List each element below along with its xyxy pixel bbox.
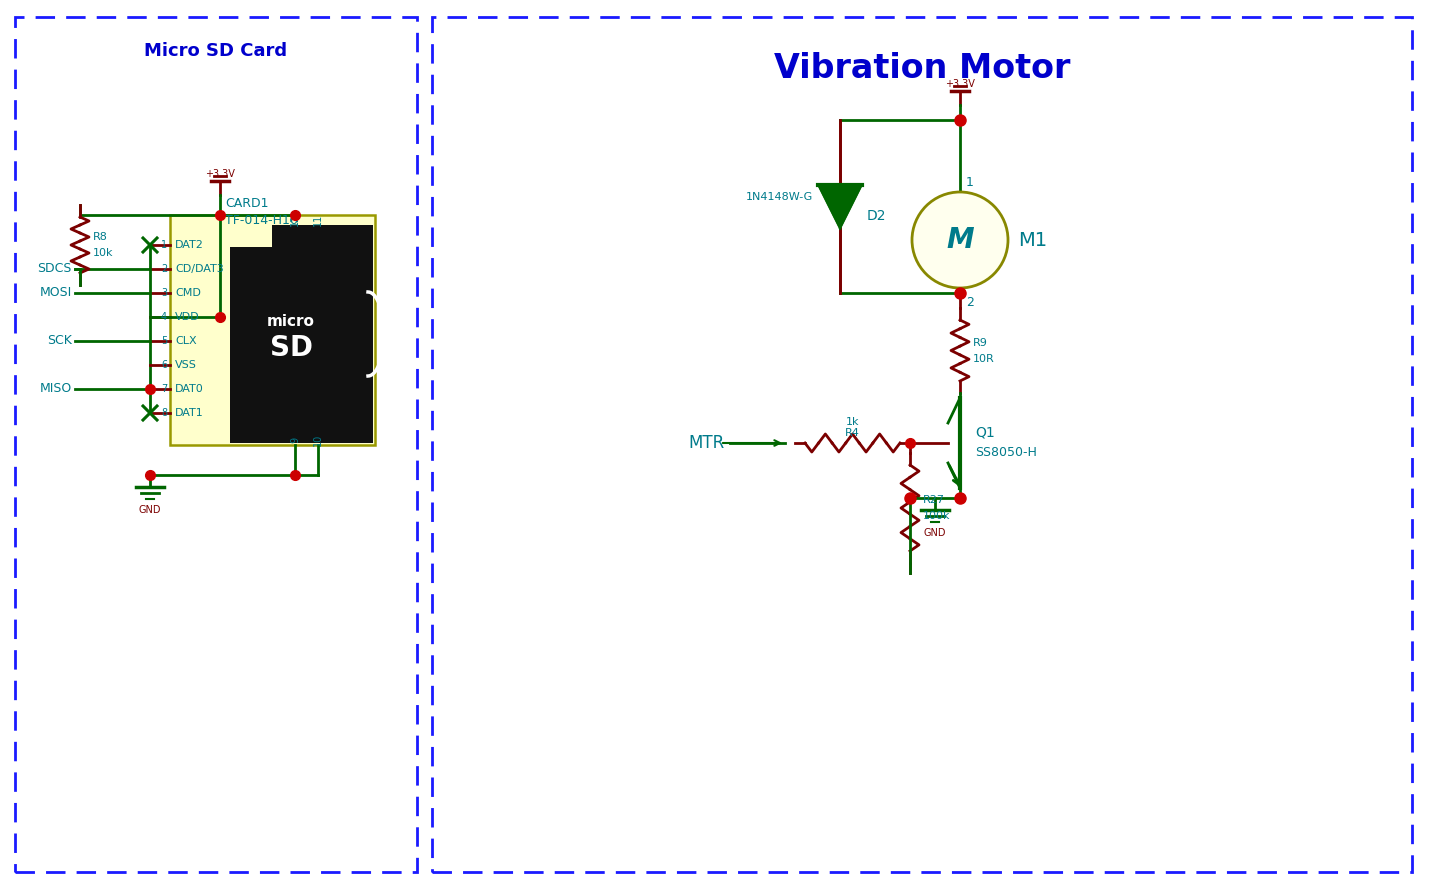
Text: SCK: SCK xyxy=(47,334,72,348)
Text: 2: 2 xyxy=(160,264,167,274)
Text: R8: R8 xyxy=(93,232,107,242)
Text: 2: 2 xyxy=(967,296,974,309)
Text: SS8050-H: SS8050-H xyxy=(975,446,1037,460)
Text: CARD1: CARD1 xyxy=(225,197,269,210)
Text: MISO: MISO xyxy=(40,383,72,395)
Text: R4: R4 xyxy=(845,428,859,438)
Text: MOSI: MOSI xyxy=(40,286,72,299)
Text: DAT0: DAT0 xyxy=(174,384,203,394)
Text: Vibration Motor: Vibration Motor xyxy=(774,52,1070,85)
Text: 9: 9 xyxy=(290,437,300,443)
Text: R9: R9 xyxy=(972,338,988,348)
Circle shape xyxy=(912,192,1008,288)
Text: Micro SD Card: Micro SD Card xyxy=(144,42,287,60)
Text: 10: 10 xyxy=(313,434,323,446)
Text: CLX: CLX xyxy=(174,336,197,346)
Text: 1: 1 xyxy=(967,176,974,189)
Text: 100k: 100k xyxy=(922,511,951,521)
Polygon shape xyxy=(818,184,862,229)
Text: 7: 7 xyxy=(160,384,167,394)
Text: CMD: CMD xyxy=(174,288,200,298)
Text: 6: 6 xyxy=(160,360,167,370)
Text: 1k: 1k xyxy=(845,417,859,427)
Text: M: M xyxy=(947,226,974,254)
Text: DAT1: DAT1 xyxy=(174,408,203,418)
Text: VSS: VSS xyxy=(174,360,197,370)
Text: +3.3V: +3.3V xyxy=(945,79,975,89)
Text: Q1: Q1 xyxy=(975,426,995,440)
Text: SDCS: SDCS xyxy=(37,263,72,275)
Text: 4: 4 xyxy=(160,312,167,322)
Text: +3.3V: +3.3V xyxy=(204,169,235,179)
Text: 10k: 10k xyxy=(93,248,113,258)
Text: DAT2: DAT2 xyxy=(174,240,204,250)
FancyBboxPatch shape xyxy=(170,215,375,445)
Text: micro: micro xyxy=(267,315,315,330)
Text: TF-014-H16: TF-014-H16 xyxy=(225,214,297,227)
Text: VDD: VDD xyxy=(174,312,200,322)
Text: D2: D2 xyxy=(867,209,887,224)
Text: 11: 11 xyxy=(313,214,323,226)
Text: 1: 1 xyxy=(160,240,167,250)
FancyBboxPatch shape xyxy=(230,225,373,443)
Text: MTR: MTR xyxy=(689,434,725,452)
Text: M1: M1 xyxy=(1018,231,1047,249)
Text: 3: 3 xyxy=(160,288,167,298)
FancyBboxPatch shape xyxy=(230,225,272,247)
Text: CD/DAT3: CD/DAT3 xyxy=(174,264,223,274)
Text: GND: GND xyxy=(924,528,947,538)
Text: 8: 8 xyxy=(160,408,167,418)
Text: GND: GND xyxy=(139,505,162,515)
Text: 10R: 10R xyxy=(972,353,995,364)
Text: 5: 5 xyxy=(160,336,167,346)
Text: 1N4148W-G: 1N4148W-G xyxy=(746,191,814,201)
Text: 12: 12 xyxy=(290,214,300,226)
Text: SD: SD xyxy=(269,334,313,362)
Text: R27: R27 xyxy=(922,495,945,505)
